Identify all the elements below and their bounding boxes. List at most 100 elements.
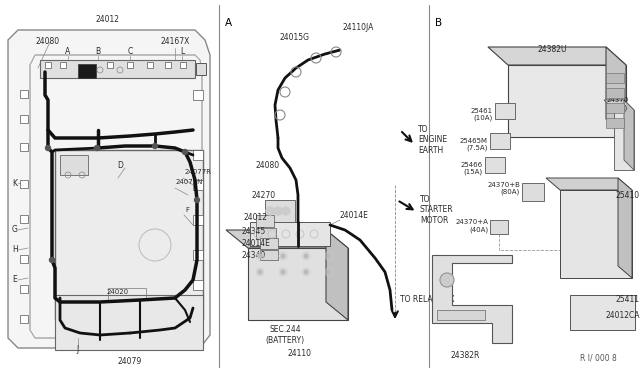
Text: J: J [77, 346, 79, 355]
Bar [490, 220, 508, 234]
Circle shape [304, 254, 308, 258]
Text: 24012CA: 24012CA [605, 311, 640, 320]
Text: 24270: 24270 [252, 192, 276, 201]
Bar [437, 310, 485, 320]
Text: 24110JA: 24110JA [342, 23, 374, 32]
Text: F: F [185, 207, 189, 213]
Text: 24020: 24020 [107, 289, 129, 295]
Circle shape [45, 145, 51, 151]
Circle shape [258, 270, 262, 274]
Bar [55, 295, 203, 350]
Polygon shape [624, 100, 634, 170]
Bar [265, 200, 295, 222]
Text: 24370: 24370 [607, 97, 629, 103]
Polygon shape [326, 230, 348, 320]
Polygon shape [488, 47, 626, 65]
Polygon shape [560, 190, 632, 278]
Text: (BATTERY): (BATTERY) [266, 336, 305, 344]
Text: 24345: 24345 [242, 228, 266, 237]
Bar [193, 90, 203, 100]
Text: TO
ENGINE
EARTH: TO ENGINE EARTH [418, 125, 447, 155]
Polygon shape [618, 178, 632, 278]
Text: B: B [95, 48, 100, 57]
Bar [260, 238, 278, 249]
Circle shape [304, 270, 308, 274]
Text: TO
STARTER
MOTOR: TO STARTER MOTOR [420, 195, 454, 225]
Text: (7.5A): (7.5A) [467, 145, 488, 151]
Polygon shape [248, 248, 348, 320]
Text: 24382R: 24382R [451, 352, 480, 360]
Text: 24167X: 24167X [160, 38, 189, 46]
Text: 24370+B: 24370+B [487, 182, 520, 188]
Text: (10A): (10A) [474, 115, 493, 121]
Bar [193, 280, 203, 290]
Text: 24077R: 24077R [185, 169, 212, 175]
Bar [20, 143, 28, 151]
Bar [495, 103, 515, 119]
Bar [107, 62, 113, 68]
Circle shape [49, 257, 54, 263]
Bar [256, 228, 276, 239]
Text: (15A): (15A) [464, 169, 483, 175]
Bar [606, 73, 624, 83]
Bar [522, 183, 544, 201]
Text: 24080: 24080 [255, 160, 279, 170]
Text: 24012: 24012 [96, 16, 120, 25]
Bar [40, 60, 195, 78]
Text: B: B [435, 18, 442, 28]
Circle shape [258, 254, 262, 258]
Text: (80A): (80A) [500, 189, 520, 195]
Text: C: C [127, 48, 132, 57]
Bar [20, 180, 28, 188]
Bar [256, 215, 274, 227]
Bar [196, 63, 206, 75]
Bar [45, 62, 51, 68]
Circle shape [152, 144, 157, 148]
Circle shape [195, 198, 200, 202]
Polygon shape [546, 178, 632, 190]
Polygon shape [604, 100, 634, 110]
Polygon shape [508, 65, 626, 137]
Circle shape [182, 150, 188, 154]
Circle shape [281, 270, 285, 274]
Text: K: K [12, 179, 17, 187]
Bar [570, 295, 635, 330]
Bar [20, 315, 28, 323]
Bar [108, 288, 146, 300]
Circle shape [282, 207, 290, 215]
Polygon shape [606, 47, 626, 137]
Circle shape [327, 254, 331, 258]
Bar [250, 222, 330, 246]
Polygon shape [614, 110, 634, 170]
Bar [193, 250, 203, 260]
Text: H: H [12, 246, 18, 254]
Bar [20, 115, 28, 123]
Text: 25461: 25461 [471, 108, 493, 114]
Circle shape [440, 273, 454, 287]
Polygon shape [226, 230, 348, 248]
Bar [20, 285, 28, 293]
Bar [193, 150, 203, 160]
Bar [260, 250, 278, 260]
Polygon shape [432, 255, 512, 343]
Polygon shape [8, 30, 210, 348]
Bar [20, 90, 28, 98]
Text: 24110: 24110 [288, 349, 312, 357]
Bar [180, 62, 186, 68]
Text: D: D [117, 160, 123, 170]
Text: L: L [180, 48, 184, 57]
Circle shape [274, 207, 282, 215]
Bar [193, 215, 203, 225]
Bar [165, 62, 171, 68]
Text: (40A): (40A) [469, 227, 488, 233]
Circle shape [95, 145, 99, 151]
Text: (30A): (30A) [609, 105, 628, 111]
Text: 24382U: 24382U [537, 45, 567, 55]
Text: TO RELAY BOX: TO RELAY BOX [400, 295, 454, 305]
Text: 24080: 24080 [35, 38, 59, 46]
Text: A: A [225, 18, 232, 28]
Bar [20, 255, 28, 263]
Text: 24075N: 24075N [176, 179, 204, 185]
Circle shape [266, 207, 274, 215]
Text: A: A [65, 48, 70, 57]
